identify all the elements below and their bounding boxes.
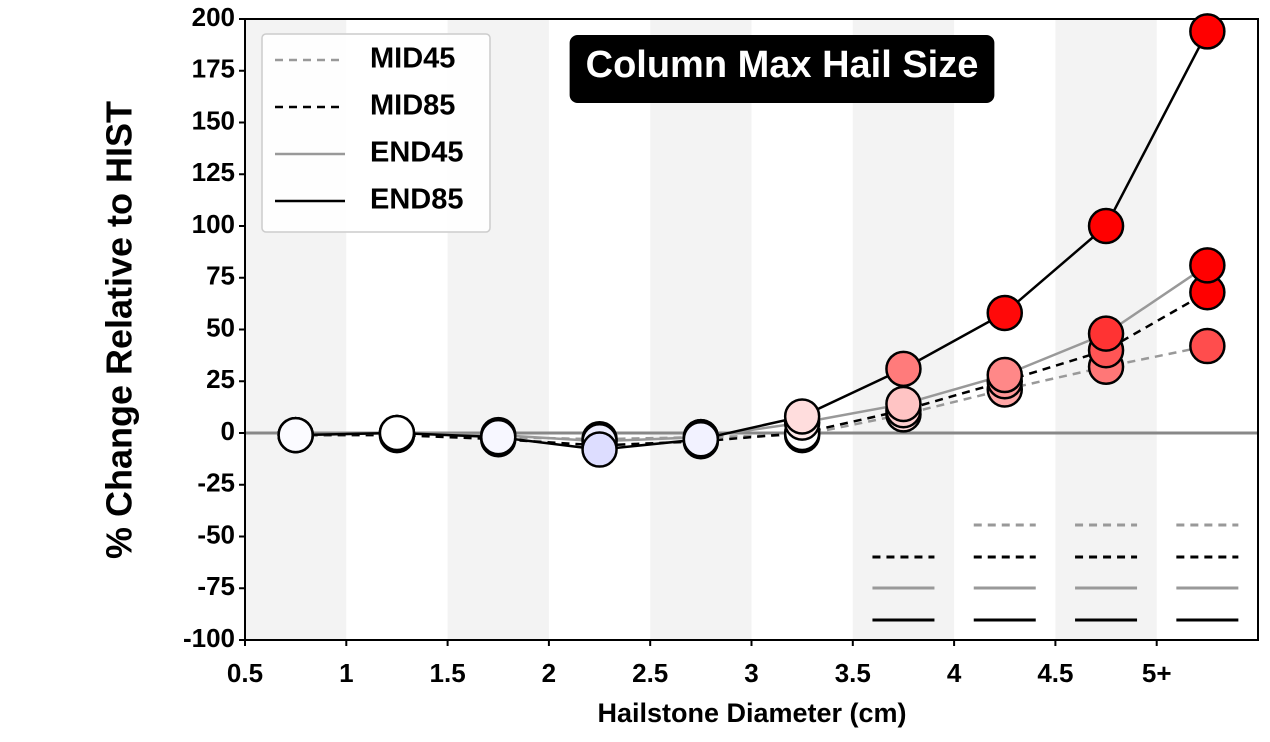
y-tick-label: 125 (192, 157, 235, 187)
y-tick-label: -75 (197, 571, 235, 601)
x-tick-label: 5+ (1142, 658, 1172, 688)
title-box (569, 35, 995, 103)
shaded-band (852, 19, 955, 640)
y-tick-label: 175 (192, 54, 235, 84)
legend-label: MID45 (370, 43, 455, 75)
x-axis-label: Hailstone Diameter (cm) (597, 698, 906, 728)
y-tick-label: -100 (183, 623, 235, 653)
y-tick-label: 50 (206, 312, 235, 342)
y-axis-label: % Change Relative to HIST (99, 101, 140, 559)
x-tick-label: 0.5 (227, 658, 263, 688)
data-point (1087, 207, 1125, 245)
legend-label: END45 (370, 137, 464, 169)
y-tick-label: 0 (221, 416, 235, 446)
data-point (1189, 247, 1226, 284)
y-tick-label: 200 (192, 2, 235, 32)
x-tick-label: 4 (947, 658, 962, 688)
data-point (885, 385, 922, 423)
x-tick-label: 3.5 (835, 658, 871, 688)
y-tick-label: 100 (192, 209, 235, 239)
data-point (1087, 315, 1125, 352)
data-point (277, 416, 314, 454)
data-point (378, 414, 416, 452)
data-point (1189, 13, 1226, 50)
x-tick-label: 2.5 (632, 658, 668, 688)
y-tick-label: 150 (192, 105, 235, 135)
data-point (682, 420, 720, 458)
y-tick-label: -50 (197, 519, 235, 549)
legend-box (261, 33, 491, 233)
x-tick-label: 4.5 (1037, 658, 1073, 688)
data-point (1189, 327, 1226, 365)
chart-title: Column Max Hail Size (586, 44, 979, 86)
data-point (783, 398, 821, 435)
series-line (295, 30, 1209, 451)
y-tick-label: 75 (206, 261, 235, 291)
data-point (986, 356, 1023, 394)
legend-label: MID85 (370, 90, 455, 122)
x-tick-label: 1 (339, 658, 353, 688)
data-point (480, 418, 517, 456)
y-tick-label: -25 (197, 468, 235, 498)
data-point (986, 294, 1023, 332)
data-point (581, 431, 618, 468)
y-tick-label: 25 (206, 364, 235, 394)
legend-label: END85 (370, 184, 464, 216)
data-point (885, 350, 922, 388)
x-tick-label: 3 (744, 658, 758, 688)
x-tick-label: 1.5 (430, 658, 466, 688)
shaded-band (650, 19, 752, 640)
x-tick-label: 2 (542, 658, 556, 688)
